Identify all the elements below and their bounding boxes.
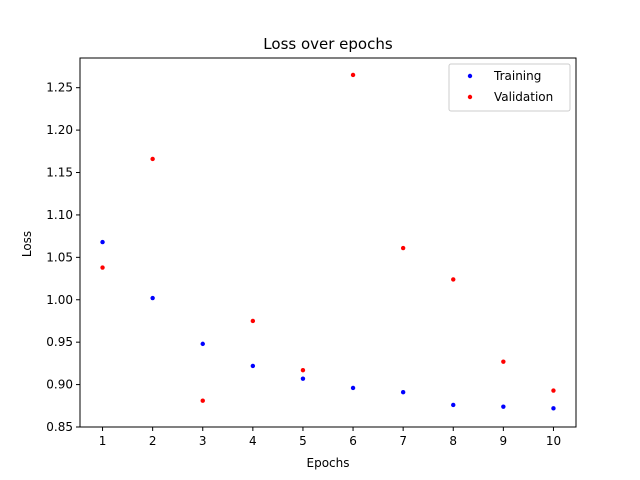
validation-point: [551, 388, 556, 393]
training-point: [451, 402, 456, 408]
validation-point: [451, 277, 456, 282]
y-tick-label: 0.85: [46, 420, 73, 434]
training-point: [551, 406, 556, 411]
training-point: [250, 363, 256, 369]
x-tick-label: 6: [349, 434, 357, 448]
y-tick-label: 1.00: [46, 293, 73, 307]
training-point: [100, 239, 105, 245]
validation-point: [300, 367, 306, 373]
x-tick-label: 10: [546, 434, 561, 448]
y-tick-label: 1.25: [46, 81, 73, 95]
validation-point: [150, 156, 155, 162]
x-tick-label: 4: [249, 434, 257, 448]
x-tick-label: 3: [199, 434, 207, 448]
validation-point: [200, 398, 205, 403]
x-tick-label: 9: [500, 434, 508, 448]
x-axis: 1 2 3 4 5 6 7 8 9 10: [99, 427, 561, 448]
y-tick-label: 1.05: [46, 250, 73, 264]
chart-title: Loss over epochs: [263, 35, 393, 53]
y-tick-label: 1.15: [46, 166, 73, 180]
legend-box: [448, 63, 571, 112]
validation-point: [501, 359, 506, 364]
training-point: [150, 295, 155, 301]
training-point: [200, 341, 205, 347]
training-point: [501, 404, 506, 409]
y-tick-label: 1.10: [46, 208, 73, 222]
plot-area: [79, 57, 577, 428]
data-points: [100, 72, 556, 411]
y-tick-label: 1.20: [46, 123, 73, 137]
validation-point: [400, 245, 406, 251]
training-point: [300, 376, 306, 381]
x-tick-label: 7: [399, 434, 407, 448]
y-tick-label: 0.95: [46, 335, 73, 349]
training-legend-marker: [467, 73, 473, 79]
training-legend-label: Training: [493, 69, 541, 83]
x-tick-label: 1: [99, 434, 107, 448]
validation-point: [100, 265, 105, 270]
y-tick-label: 0.90: [46, 378, 73, 392]
legend: Training Validation: [448, 63, 571, 112]
validation-point: [250, 318, 256, 324]
x-tick-label: 5: [299, 434, 307, 448]
validation-legend-marker: [467, 94, 473, 100]
x-tick-label: 2: [149, 434, 157, 448]
validation-point: [350, 72, 356, 78]
training-point: [400, 390, 406, 395]
y-axis: 0.85 0.90 0.95 1.00 1.05 1.10 1.15 1.20 1.25: [46, 81, 80, 434]
x-tick-label: 8: [449, 434, 457, 448]
validation-legend-label: Validation: [494, 90, 553, 104]
y-axis-label: Loss: [20, 231, 34, 257]
x-axis-label: Epochs: [307, 456, 350, 470]
training-point: [350, 385, 356, 391]
